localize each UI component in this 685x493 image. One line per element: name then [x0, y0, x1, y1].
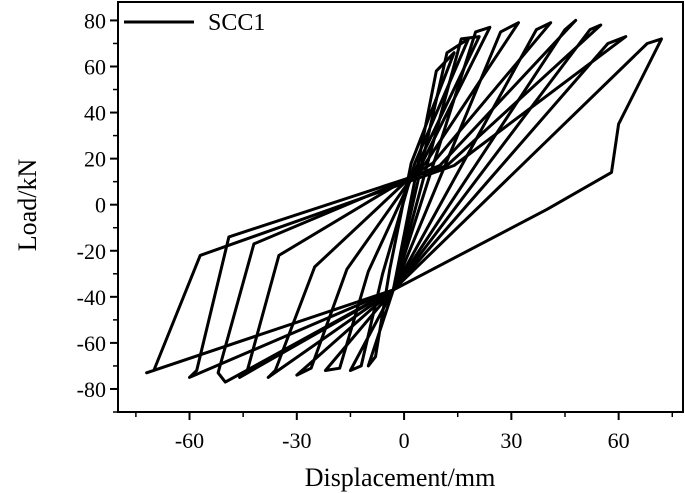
hysteresis-loop — [238, 21, 553, 379]
x-axis-title: Displacement/mm — [305, 463, 496, 492]
hysteresis-loop — [188, 23, 603, 379]
hysteresis-loop — [348, 37, 470, 372]
y-tick-label: -80 — [77, 377, 106, 402]
y-tick-label: 80 — [84, 8, 106, 33]
y-axis-ticks: -80 -60 -40 -20 0 20 40 60 80 — [77, 8, 118, 413]
y-tick-label: 60 — [84, 54, 106, 79]
y-axis-title: Load/kN — [13, 159, 42, 252]
y-tick-label: 0 — [95, 193, 106, 218]
x-tick-label: -60 — [175, 428, 204, 453]
hysteresis-loop — [391, 37, 663, 292]
hysteresis-loop — [145, 35, 628, 375]
x-axis-ticks: -60 -30 0 30 60 — [135, 412, 674, 453]
plot-frame — [117, 1, 684, 413]
legend: SCC1 — [124, 10, 265, 36]
hysteresis-loop — [216, 18, 578, 384]
y-tick-label: -20 — [77, 239, 106, 264]
x-tick-label: 30 — [500, 428, 522, 453]
hysteresis-loop — [295, 25, 492, 377]
legend-label: SCC1 — [208, 10, 265, 36]
x-tick-label: 60 — [608, 428, 630, 453]
x-tick-label: -30 — [282, 428, 311, 453]
x-tick-label: 0 — [399, 428, 410, 453]
series-layer — [145, 18, 663, 384]
hysteresis-loop — [323, 35, 481, 372]
hysteresis-loop — [266, 21, 520, 379]
y-tick-label: -60 — [77, 331, 106, 356]
y-tick-label: -40 — [77, 285, 106, 310]
y-tick-label: 40 — [84, 101, 106, 126]
y-tick-label: 20 — [84, 147, 106, 172]
